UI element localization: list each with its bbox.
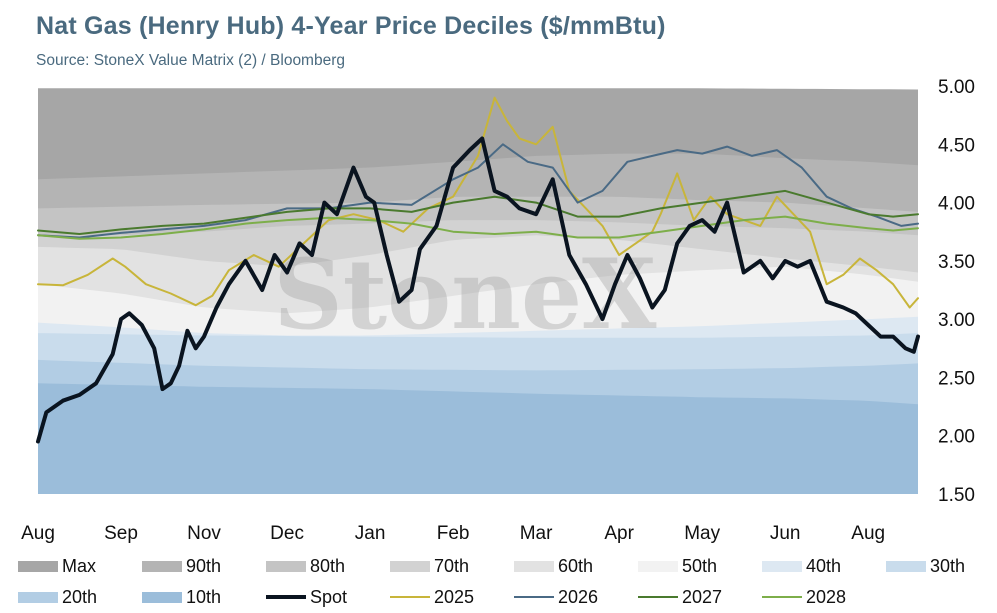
legend-swatch (514, 560, 554, 572)
x-tick-label: Sep (104, 523, 138, 544)
legend-label: 50th (682, 555, 718, 576)
legend-item-70th: 70th (390, 556, 469, 576)
series-lines (36, 96, 920, 444)
y-tick-label: 2.00 (938, 427, 975, 448)
decile-bands (38, 88, 918, 495)
legend-item-10th: 10th (142, 587, 221, 607)
legend-item-2026: 2026 (514, 587, 598, 607)
y-tick-label: 5.00 (938, 77, 975, 98)
legend-line (390, 596, 430, 598)
x-tick-label: Nov (187, 523, 221, 544)
legend-item-50th: 50th (638, 556, 717, 576)
legend-label: 70th (434, 555, 470, 576)
legend-label: 2025 (434, 586, 475, 607)
x-tick-label: Aug (851, 523, 885, 544)
x-tick-label: Aug (21, 523, 55, 544)
series-line-2026 (37, 143, 919, 239)
legend-item-80th: 80th (266, 556, 345, 576)
legend-item-40th: 40th (762, 556, 841, 576)
series-line-2025 (37, 96, 919, 309)
legend-label: Spot (310, 586, 348, 607)
x-tick-label: Jun (770, 523, 801, 544)
legend-swatch (886, 560, 926, 572)
legend-item-max: Max (18, 556, 96, 576)
legend-label: 2027 (682, 586, 723, 607)
legend-swatch (18, 591, 58, 603)
y-tick-label: 2.50 (938, 368, 975, 389)
legend-label: 90th (186, 555, 222, 576)
chart-subtitle: Source: StoneX Value Matrix (2) / Bloomb… (36, 52, 345, 69)
series-line-2027 (37, 189, 919, 235)
band-10th (38, 383, 918, 494)
legend-item-90th: 90th (142, 556, 221, 576)
legend-label: 30th (930, 555, 966, 576)
legend-line (638, 596, 678, 598)
legend-line (514, 596, 554, 598)
legend-swatch (762, 560, 802, 572)
legend-item-2028: 2028 (762, 587, 846, 607)
legend-swatch (266, 560, 306, 572)
y-tick-label: 3.50 (938, 252, 975, 273)
legend-swatch (638, 560, 678, 572)
legend-label: 40th (806, 555, 842, 576)
chart-title: Nat Gas (Henry Hub) 4-Year Price Deciles… (36, 12, 666, 40)
legend-swatch (18, 560, 58, 572)
legend-label: 2026 (558, 586, 599, 607)
watermark: StoneX (273, 238, 657, 351)
y-tick-label: 3.00 (938, 310, 975, 331)
legend-label: 2028 (806, 586, 847, 607)
x-tick-label: Jan (355, 523, 386, 544)
x-tick-label: May (684, 523, 720, 544)
legend-item-30th: 30th (886, 556, 965, 576)
x-tick-label: Feb (437, 523, 470, 544)
legend-item-20th: 20th (18, 587, 97, 607)
legend-line (762, 596, 802, 598)
legend-label: 60th (558, 555, 594, 576)
legend-label: 10th (186, 586, 222, 607)
y-tick-label: 4.50 (938, 135, 975, 156)
y-axis-ticks: 5.00 4.50 4.00 3.50 3.00 2.50 2.00 1.50 (938, 77, 975, 506)
legend-swatch (142, 560, 182, 572)
x-axis-ticks: Aug Sep Nov Dec Jan Feb Mar Apr May Jun Aug (21, 523, 885, 544)
series-line-2028 (37, 215, 919, 240)
legend-item-spot: Spot (266, 587, 347, 607)
legend-label: 80th (310, 555, 346, 576)
y-tick-label: 4.00 (938, 194, 975, 215)
legend-swatch (390, 560, 430, 572)
legend-item-2027: 2027 (638, 587, 722, 607)
legend-line (266, 595, 306, 599)
x-tick-label: Dec (270, 523, 304, 544)
y-tick-label: 1.50 (938, 485, 975, 506)
legend-label: Max (62, 555, 97, 576)
legend-label: 20th (62, 586, 98, 607)
legend-swatch (142, 591, 182, 603)
x-tick-label: Apr (604, 523, 634, 544)
series-line-spot (36, 136, 920, 444)
x-tick-label: Mar (520, 523, 553, 544)
legend-item-60th: 60th (514, 556, 593, 576)
legend-item-2025: 2025 (390, 587, 474, 607)
